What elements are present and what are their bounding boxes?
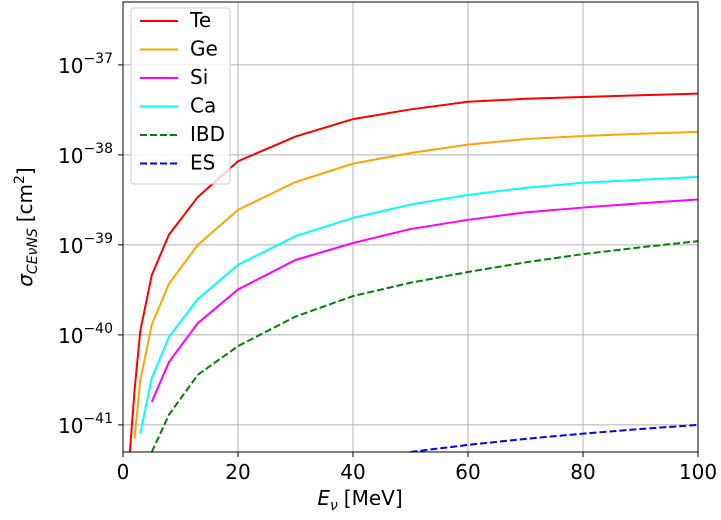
y-tick-label: 10−40 — [58, 321, 113, 348]
y-tick-base: 10 — [58, 324, 83, 348]
y-tick-base: 10 — [58, 144, 83, 168]
y-label-unit: [cm — [13, 184, 37, 222]
legend-label: Ge — [190, 37, 218, 61]
x-tick-label: 80 — [570, 460, 595, 484]
y-tick-label: 10−37 — [58, 51, 113, 78]
series-line — [139, 175, 698, 434]
y-tick-exp: −41 — [83, 411, 113, 427]
y-label-unit-sup: 2 — [12, 175, 28, 184]
x-tick-label: 100 — [679, 460, 717, 484]
y-label-unit-end: ] — [13, 167, 37, 175]
series-line — [150, 240, 698, 452]
legend: Te Ge Si Ca IBD ES — [130, 7, 231, 185]
x-tick-label: 20 — [225, 460, 250, 484]
y-axis-label: σCEνNS [cm2] — [12, 167, 41, 287]
y-tick-exp: −39 — [83, 231, 113, 247]
y-tick-base: 10 — [58, 54, 83, 78]
y-tick-base: 10 — [58, 414, 83, 438]
y-tick-exp: −37 — [83, 51, 113, 67]
x-label-main: E — [317, 486, 330, 510]
x-label-unit: [MeV] — [344, 486, 403, 510]
y-tick-label: 10−41 — [58, 411, 113, 438]
y-tick-base: 10 — [58, 234, 83, 258]
y-label-sub: CEνNS — [25, 228, 41, 274]
y-tick-label: 10−39 — [58, 231, 113, 258]
x-tick-label: 60 — [455, 460, 480, 484]
x-tick-label: 0 — [117, 460, 130, 484]
plot-lines — [128, 92, 698, 452]
legend-label: Ca — [190, 94, 216, 118]
y-tick-label: 10−38 — [58, 141, 113, 168]
legend-box — [130, 7, 231, 185]
y-label-main: σ — [13, 273, 37, 287]
legend-label: IBD — [190, 122, 225, 146]
legend-label: Te — [189, 8, 211, 32]
x-tick-label: 40 — [340, 460, 365, 484]
legend-label: ES — [190, 151, 215, 175]
x-label-sub: ν — [330, 498, 338, 514]
series-line — [150, 198, 698, 403]
x-axis-label: Eν [MeV] — [317, 486, 402, 514]
y-tick-exp: −40 — [83, 321, 113, 337]
legend-label: Si — [190, 65, 208, 89]
series-line — [133, 130, 698, 439]
series-line — [410, 423, 698, 452]
series-line — [128, 92, 698, 452]
y-tick-exp: −38 — [83, 141, 113, 157]
plot-frame — [122, 1, 699, 453]
